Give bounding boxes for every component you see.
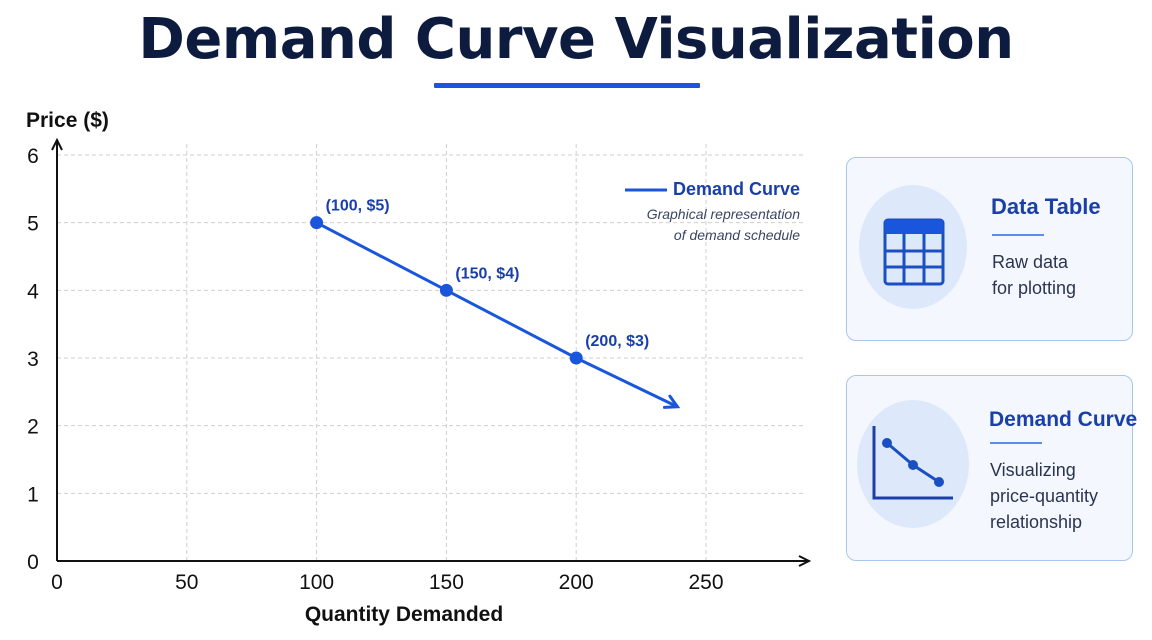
- card-heading: Demand Curve: [989, 408, 1138, 431]
- y-tick-label: 3: [27, 348, 39, 371]
- demand-chart: 0 1 2 3 4 5 6 0 50 100 150 200 250 Price ($) Quantit…: [26, 109, 812, 626]
- data-point-label: (100, $5): [326, 198, 390, 215]
- x-axis-arrow-icon: [798, 555, 812, 567]
- card-desc-line: Raw data: [992, 252, 1069, 272]
- card-desc-line: Visualizing: [990, 460, 1076, 480]
- x-tick-label: 0: [51, 571, 63, 594]
- card-rule: [992, 234, 1044, 236]
- legend: Demand Curve Graphical representation of…: [625, 179, 800, 243]
- legend-caption-line1: Graphical representation: [647, 206, 801, 222]
- y-tick-label: 6: [27, 145, 39, 168]
- data-point: [569, 351, 583, 365]
- y-tick-label: 1: [27, 483, 39, 506]
- series-demand-curve: (100, $5) (150, $4) (200, $3): [310, 198, 681, 409]
- trend-arrow-icon: [662, 394, 681, 409]
- y-axis-label: Price ($): [26, 109, 109, 132]
- y-tick-label: 5: [27, 213, 39, 236]
- x-tick-label: 200: [559, 571, 594, 594]
- demand-curve-card: Demand Curve Visualizing price-quantity …: [846, 375, 1137, 561]
- x-tick-label: 150: [429, 571, 464, 594]
- card-rule: [990, 442, 1042, 444]
- card-desc-line: relationship: [990, 512, 1083, 532]
- tick-labels: 0 1 2 3 4 5 6 0 50 100 150 200 250: [27, 145, 723, 594]
- card-description: Visualizing price-quantity relationship: [990, 457, 1130, 535]
- page-title: Demand Curve Visualization: [138, 7, 1014, 72]
- data-point-label: (200, $3): [585, 333, 649, 350]
- axes: [51, 137, 812, 567]
- card-desc-line: for plotting: [992, 278, 1077, 298]
- x-tick-label: 100: [299, 571, 334, 594]
- table-icon: [859, 185, 967, 309]
- x-tick-label: 50: [175, 571, 198, 594]
- demand-curve-line: [315, 221, 679, 409]
- y-tick-label: 4: [27, 280, 39, 303]
- title-underline: [434, 83, 700, 88]
- grid-lines: [57, 141, 806, 561]
- card-desc-line: price-quantity: [990, 486, 1099, 506]
- y-tick-label: 2: [27, 416, 39, 439]
- legend-caption-line2: of demand schedule: [674, 227, 800, 243]
- card-heading: Data Table: [991, 194, 1101, 219]
- y-tick-label: 0: [27, 551, 39, 574]
- data-point: [310, 216, 324, 230]
- legend-label: Demand Curve: [673, 179, 800, 199]
- demand-curve-icon: [857, 400, 969, 528]
- data-table-card: Data Table Raw data for plotting: [846, 157, 1133, 341]
- data-point: [439, 283, 453, 297]
- y-axis-arrow-icon: [51, 137, 63, 151]
- card-description: Raw data for plotting: [992, 249, 1122, 301]
- x-tick-label: 250: [688, 571, 723, 594]
- data-point-label: (150, $4): [455, 265, 519, 282]
- x-axis-label: Quantity Demanded: [305, 603, 503, 626]
